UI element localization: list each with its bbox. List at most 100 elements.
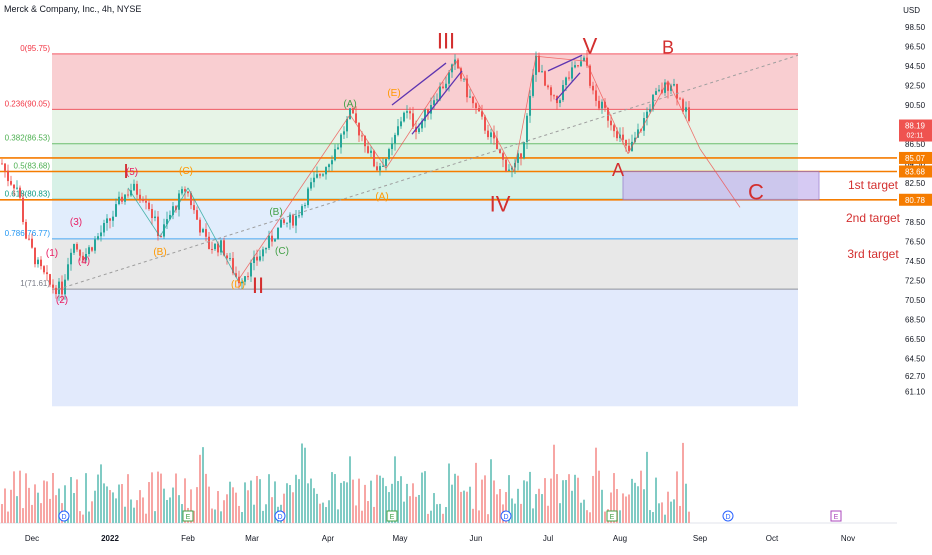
candle-body [91, 247, 93, 251]
candle-body [358, 122, 360, 136]
volume-bar [412, 483, 414, 523]
target-price-tag-1 [899, 165, 932, 178]
candle-body [484, 116, 486, 131]
volume-bar [637, 486, 639, 523]
currency-label: USD [903, 6, 920, 15]
volume-bar [301, 443, 303, 523]
volume-bar [160, 473, 162, 523]
volume-bar [658, 503, 660, 523]
volume-bar [442, 513, 444, 523]
volume-bar [40, 503, 42, 523]
volume-bar [64, 485, 66, 523]
candle-body [580, 61, 582, 67]
wedge-line [411, 70, 463, 135]
candle-body [295, 215, 297, 226]
volume-bar [157, 471, 159, 523]
volume-bar [220, 511, 222, 523]
target-label-2: 3rd target [847, 247, 899, 261]
wave-label: (3) [70, 217, 82, 228]
x-tick-label: Nov [841, 534, 855, 543]
volume-bar [661, 502, 663, 523]
volume-bar [274, 481, 276, 523]
target-price: 85.07 [905, 154, 926, 163]
candle-body [355, 113, 357, 123]
x-tick-label: Dec [25, 534, 39, 543]
candle-body [481, 111, 483, 117]
volume-bar [205, 473, 207, 523]
candle-body [361, 135, 363, 137]
volume-bar [241, 511, 243, 523]
volume-bar [286, 483, 288, 523]
volume-bar [91, 501, 93, 523]
volume-bar [358, 478, 360, 523]
volume-bar [172, 487, 174, 523]
candle-body [49, 274, 51, 285]
wave-line [187, 187, 239, 281]
candle-body [172, 206, 174, 215]
target-zone-box [622, 170, 820, 201]
dividend-marker [274, 510, 286, 522]
candle-body [595, 90, 597, 101]
volume-bar [133, 507, 135, 523]
candle-body [373, 150, 375, 167]
volume-bar [328, 500, 330, 523]
volume-bar [304, 447, 306, 523]
candle-body [331, 160, 333, 165]
volume-bar [361, 510, 363, 523]
candle-body [370, 150, 372, 153]
event-marker-label: D [725, 514, 730, 521]
candle-body [391, 143, 393, 150]
candle-body [394, 134, 396, 144]
wave-line [237, 114, 351, 281]
candle-body [118, 196, 120, 205]
candle-body [259, 256, 261, 261]
chart-title: Merck & Company, Inc., 4h, NYSE [4, 4, 142, 14]
volume-bar [229, 481, 231, 523]
wave-label: (2) [56, 295, 68, 306]
candle-body [520, 153, 522, 159]
candle-body [382, 165, 384, 167]
volume-bar [613, 473, 615, 523]
dividend-marker [500, 510, 512, 522]
candle-body [43, 266, 45, 273]
event-marker-label: E [834, 514, 839, 521]
volume-bar [124, 506, 126, 523]
volume-bar [406, 483, 408, 523]
volume-bar [463, 490, 465, 523]
candle-body [142, 199, 144, 201]
candle-body [103, 222, 105, 233]
volume-bar [310, 478, 312, 523]
candle-body [511, 167, 513, 170]
candle-body [424, 108, 426, 122]
volume-bar [295, 474, 297, 523]
y-tick-label: 92.50 [905, 82, 926, 91]
volume-bar [139, 490, 141, 523]
volume-bar [436, 504, 438, 523]
volume-bar [550, 478, 552, 523]
volume-bar [106, 486, 108, 523]
y-tick-label: 82.50 [905, 179, 926, 188]
candle-body [22, 197, 24, 222]
volume-bar [103, 483, 105, 523]
y-tick-label: 72.50 [905, 277, 926, 286]
wave-label: (C) [179, 166, 193, 177]
volume-bar [115, 498, 117, 523]
volume-bar [76, 479, 78, 523]
volume-bar [475, 462, 477, 523]
volume-bar [385, 486, 387, 523]
candle-body [202, 229, 204, 233]
x-tick-label: Apr [322, 534, 335, 543]
volume-bar [55, 495, 57, 523]
candle-body [505, 159, 507, 171]
candle-body [85, 254, 87, 261]
event-marker-label: D [503, 514, 508, 521]
candle-body [325, 167, 327, 175]
candle-body [655, 91, 657, 95]
candle-body [529, 95, 531, 116]
volume-bar [367, 501, 369, 523]
candle-body [187, 191, 189, 194]
candle-body [628, 145, 630, 152]
candle-body [487, 130, 489, 138]
